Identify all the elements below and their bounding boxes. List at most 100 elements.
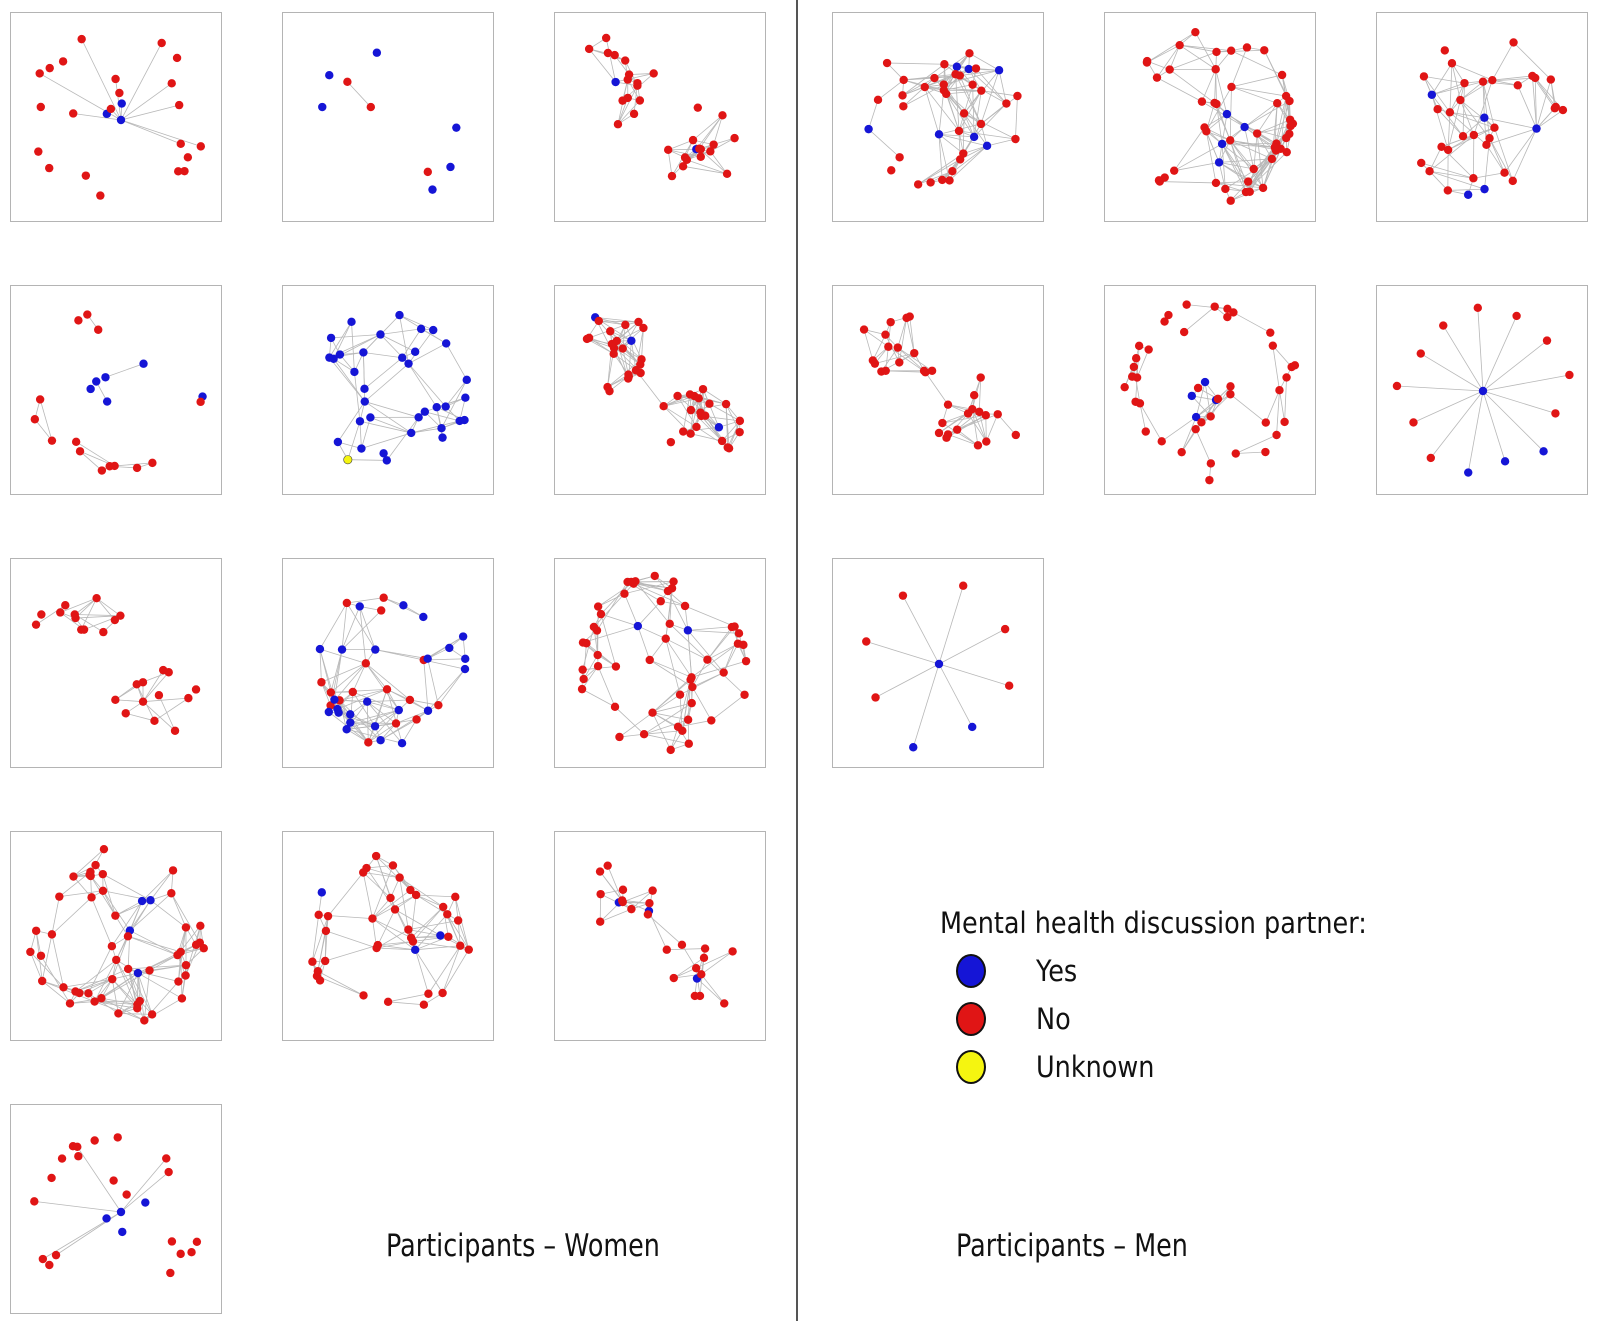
node-no	[645, 655, 654, 665]
network-edge	[924, 86, 982, 92]
node-no	[110, 615, 120, 625]
network-edge	[637, 625, 651, 661]
network-edge	[972, 84, 975, 137]
network-edge	[142, 671, 170, 702]
node-yes	[429, 325, 438, 335]
node-yes	[445, 643, 454, 653]
network-edge	[366, 701, 403, 744]
node-no	[887, 166, 896, 175]
node-no	[30, 415, 40, 424]
node-no	[444, 932, 453, 941]
node-no	[111, 911, 120, 920]
node-no	[90, 1136, 99, 1145]
node-yes	[317, 888, 327, 897]
network-edge	[1447, 99, 1461, 151]
network-edge	[364, 401, 412, 434]
network-edge	[142, 669, 164, 702]
legend: Mental health discussion partner: Yes No…	[940, 906, 1500, 1096]
network-edge	[684, 605, 735, 627]
node-no	[1211, 178, 1221, 188]
network-edge	[1464, 79, 1493, 84]
network-edge	[1230, 181, 1249, 202]
network-edge	[1183, 306, 1215, 333]
network-edge	[617, 85, 638, 125]
node-no	[673, 722, 683, 732]
network-edge	[111, 978, 138, 1005]
network-edge	[454, 896, 470, 950]
network-edge	[942, 413, 969, 424]
node-yes	[909, 743, 918, 752]
network-edge	[1447, 134, 1475, 151]
network-edge	[442, 949, 470, 994]
network-edge	[1491, 42, 1514, 81]
network-edge	[866, 641, 940, 665]
network-edge	[1460, 79, 1493, 101]
node-no	[730, 622, 739, 631]
node-no	[615, 732, 624, 742]
network-panel-women-6	[554, 285, 766, 495]
network-edge	[375, 649, 428, 660]
node-yes	[1478, 386, 1488, 396]
node-no	[610, 702, 620, 712]
node-no	[1213, 394, 1223, 404]
node-no	[633, 78, 642, 88]
node-yes	[714, 423, 724, 432]
node-no	[1488, 75, 1497, 85]
network-edge	[73, 848, 105, 877]
network-edge	[75, 968, 129, 992]
network-edge	[938, 133, 988, 147]
network-graph	[584, 33, 739, 181]
node-no	[148, 458, 157, 468]
node-no	[166, 1268, 175, 1278]
node-no	[47, 1173, 56, 1183]
node-no	[975, 407, 984, 417]
network-edge	[668, 139, 694, 151]
node-no	[1226, 196, 1235, 205]
network-edge	[872, 334, 886, 361]
network-panel-women-13	[10, 1104, 222, 1314]
node-yes	[934, 130, 944, 139]
node-yes	[118, 1227, 127, 1237]
node-no	[902, 313, 911, 323]
network-edge	[607, 865, 624, 903]
node-yes	[461, 654, 470, 664]
network-edge	[1531, 75, 1537, 129]
network-graph	[1142, 27, 1298, 205]
network-edge	[690, 433, 723, 442]
network-edge	[683, 165, 728, 175]
node-no	[881, 330, 890, 339]
network-edge	[1219, 158, 1272, 163]
node-yes	[342, 725, 351, 734]
node-no	[1182, 300, 1191, 309]
network-edge	[372, 865, 394, 919]
network-edge	[395, 710, 429, 724]
network-edge	[691, 660, 747, 678]
node-no	[1500, 168, 1509, 177]
network-edge	[102, 873, 151, 901]
network-edge	[411, 427, 442, 434]
network-edge	[364, 357, 403, 390]
network-graph	[595, 861, 737, 1008]
node-no	[955, 71, 965, 80]
network-edge	[316, 975, 364, 996]
node-no	[1160, 317, 1169, 326]
network-edge	[416, 894, 456, 898]
network-edge	[96, 597, 116, 621]
node-no	[73, 1142, 82, 1152]
network-edge	[1244, 100, 1290, 128]
network-edge	[438, 668, 466, 706]
network-panel-women-2	[282, 12, 494, 222]
node-no	[168, 866, 178, 875]
network-edge	[75, 978, 113, 992]
network-panel-women-1	[10, 12, 222, 222]
node-no	[167, 889, 176, 898]
network-edge	[137, 972, 183, 999]
node-no	[75, 447, 85, 456]
node-no	[1191, 27, 1200, 37]
node-no	[618, 885, 628, 894]
network-edge	[111, 900, 143, 947]
network-edge	[102, 874, 116, 916]
node-no	[603, 48, 613, 58]
node-no	[438, 988, 447, 998]
node-no	[1011, 430, 1021, 440]
